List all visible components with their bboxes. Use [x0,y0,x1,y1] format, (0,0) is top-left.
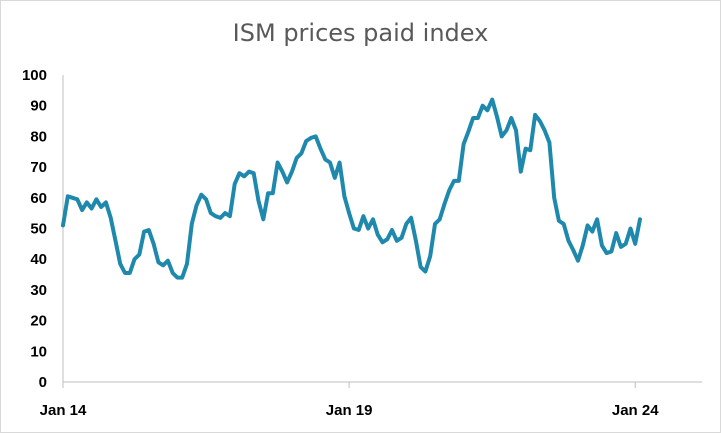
x-tick-label: Jan 19 [326,402,373,419]
y-tick-label: 100 [22,67,47,84]
y-tick-label: 20 [30,313,47,330]
y-tick-label: 70 [30,159,47,176]
x-tick-label: Jan 14 [40,402,87,419]
y-tick-label: 30 [30,282,47,299]
chart-title: ISM prices paid index [232,19,489,47]
y-tick-label: 50 [30,221,47,238]
series-line [61,97,642,280]
y-tick-label: 0 [39,374,47,391]
y-tick-label: 60 [30,190,47,207]
y-tick-label: 80 [30,128,47,145]
y-tick-label: 90 [30,98,47,115]
x-tick-label: Jan 24 [612,402,659,419]
y-tick-label: 40 [30,251,47,268]
y-tick-label: 10 [30,343,47,360]
